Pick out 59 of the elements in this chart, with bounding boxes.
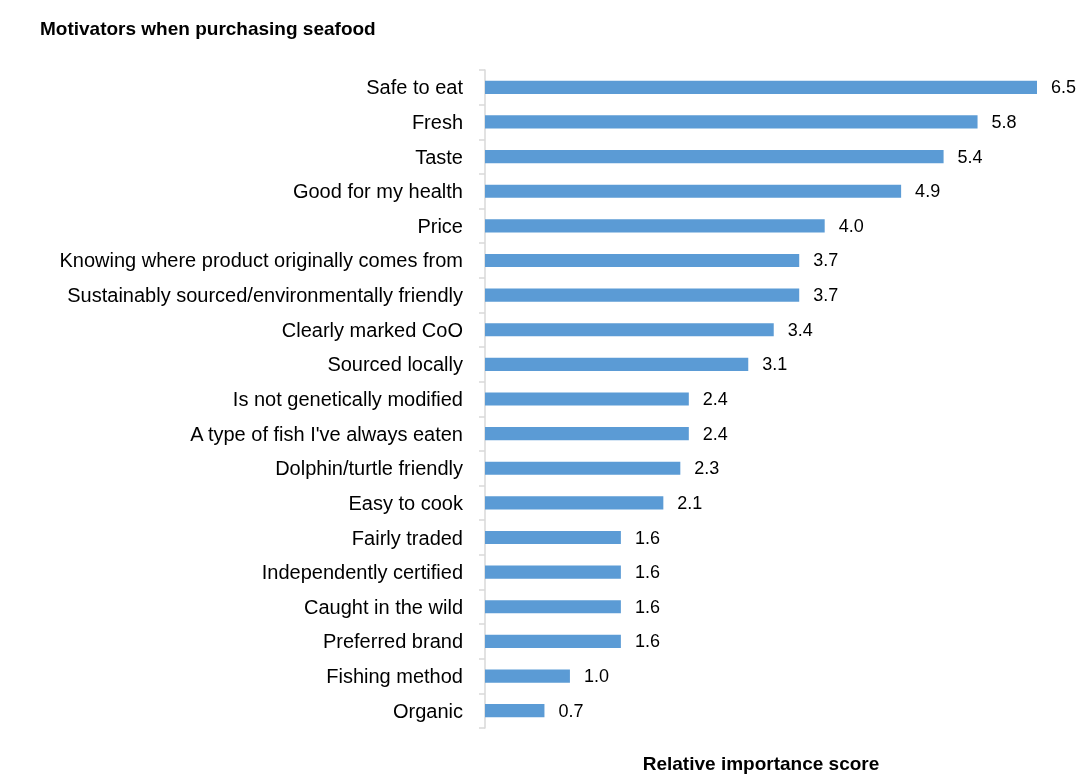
bar [485,357,749,371]
y-tick-label: Knowing where product originally comes from [59,249,463,272]
bar [485,253,800,268]
bar [485,80,1037,94]
data-label: 5.8 [991,111,1017,132]
data-label: 1.6 [634,596,660,617]
y-tick-label: Fresh [411,110,463,133]
data-label: 6.5 [1051,77,1077,98]
data-label: 3.7 [813,250,839,271]
y-tick-label: Fishing method [326,665,463,688]
y-tick-label: Organic [392,699,463,722]
x-axis-title: Relative importance score [642,753,880,774]
bar [485,288,800,302]
bar [485,496,664,510]
y-tick-label: Sourced locally [327,353,463,376]
bar [485,392,689,406]
bar [485,323,774,337]
data-label: 1.6 [634,631,660,652]
y-tick-label: Is not genetically modified [232,388,463,410]
data-label: 1.6 [634,562,660,583]
y-tick-label: Preferred brand [322,630,463,653]
data-label: 0.7 [558,700,584,721]
data-label: 1.0 [583,666,609,687]
bar [485,704,545,718]
data-label: 5.4 [957,146,983,167]
data-label: 4.9 [915,181,941,202]
bar [485,600,621,614]
y-tick-label: Fairly traded [351,526,463,549]
data-label: 3.1 [762,354,788,375]
y-tick-label: Clearly marked CoO [281,318,463,341]
bar [485,219,825,233]
y-tick-label: Sustainably sourced/environmentally friendly [67,284,463,307]
bar [485,634,621,648]
y-tick-label: Dolphin/turtle friendly [275,457,463,480]
text: Motivators when purchasing seafood [40,18,376,39]
bar [485,461,681,475]
y-tick-label: Independently certified [261,561,463,584]
data-label: 1.6 [634,527,660,548]
data-label: 2.4 [702,389,728,409]
y-tick-label: Taste [415,145,463,168]
data-label: 2.4 [702,423,728,444]
bar [485,184,902,198]
y-tick-label: Good for my health [292,180,463,203]
bar [485,565,621,579]
data-label: 2.1 [677,492,703,513]
y-tick-label: Price [417,214,463,237]
data-label: 3.7 [813,285,839,306]
bar [485,669,570,683]
y-tick-label: Safe to eat [366,76,464,99]
bar [485,115,978,129]
y-tick-label: Caught in the wild [304,595,463,618]
y-tick-label: A type of fish I've always eaten [190,422,463,445]
data-label: 3.4 [787,319,813,340]
bar [485,530,621,545]
y-tick-label: Easy to cook [348,491,464,514]
data-label: 4.0 [838,215,864,236]
bar [485,427,689,441]
bar [485,150,944,164]
data-label: 2.3 [694,458,720,479]
